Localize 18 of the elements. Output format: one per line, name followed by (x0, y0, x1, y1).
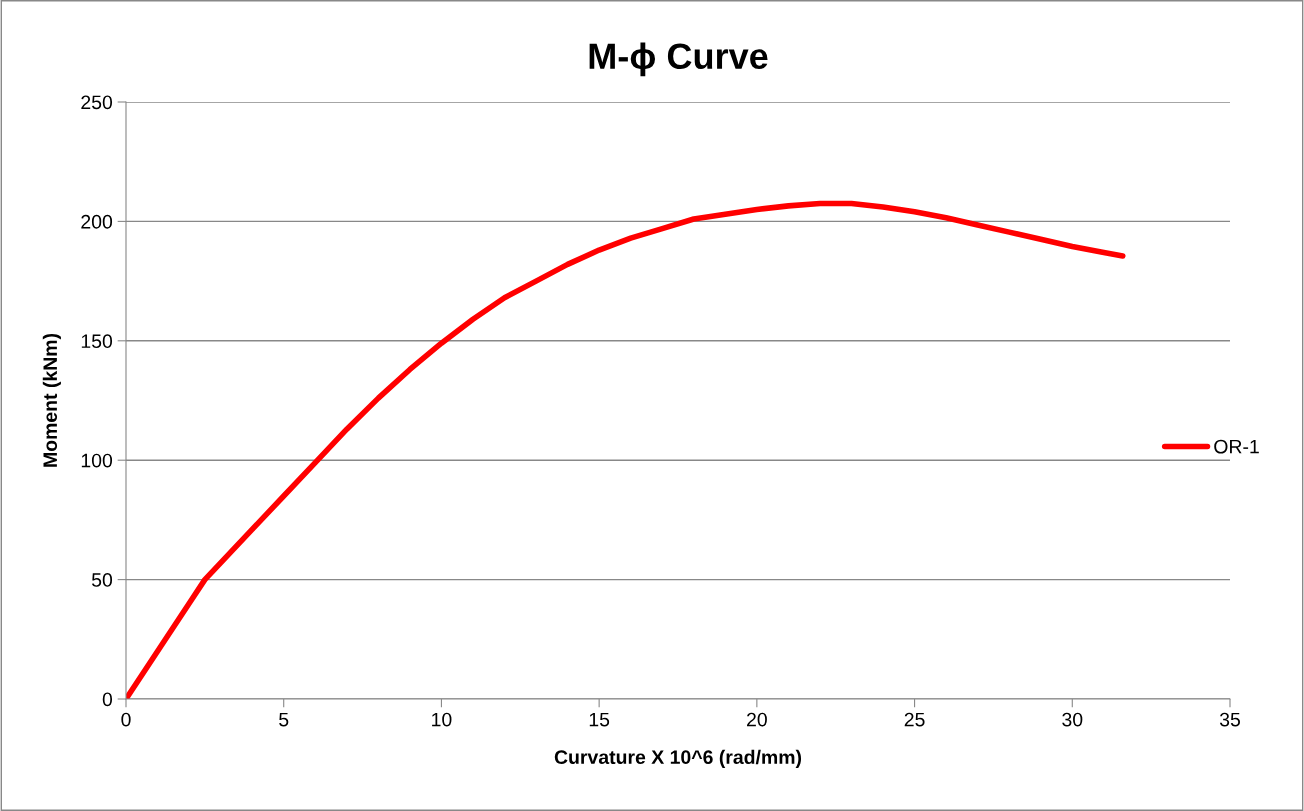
x-tick-label: 15 (589, 712, 610, 727)
x-tick-label: 10 (432, 712, 452, 727)
y-axis-title: Moment (kNm) (42, 333, 61, 467)
x-tick-label: 30 (1062, 712, 1083, 727)
y-tick-label: 200 (81, 214, 113, 229)
x-tick-label: 25 (904, 712, 925, 727)
y-tick-label: 250 (81, 95, 113, 110)
chart-title: M-ϕ Curve (589, 42, 768, 77)
y-tick-label: 50 (91, 573, 113, 587)
x-tick-label: 5 (279, 712, 289, 727)
x-tick-label: 0 (121, 712, 131, 727)
x-tick-label: 20 (747, 712, 767, 727)
y-tick-label: 100 (81, 453, 113, 468)
y-tick-label: 0 (102, 692, 113, 707)
x-axis-title: Curvature X 10^6 (rad/mm) (554, 749, 802, 768)
legend-label: OR-1 (1214, 439, 1259, 454)
x-tick-label: 35 (1219, 712, 1240, 727)
y-tick-label: 150 (81, 334, 113, 349)
